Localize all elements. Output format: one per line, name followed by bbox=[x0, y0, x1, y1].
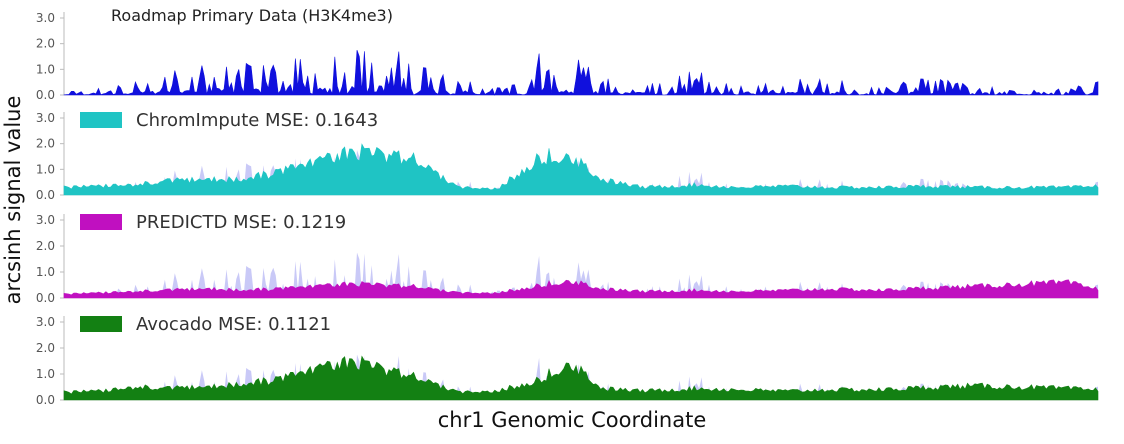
legend-swatch bbox=[80, 112, 122, 128]
legend-label: ChromImpute MSE: 0.1643 bbox=[136, 110, 378, 131]
y-tick-label: 2.0 bbox=[36, 239, 55, 253]
y-tick-label: 1.0 bbox=[36, 62, 55, 76]
y-tick-label: 3.0 bbox=[36, 11, 55, 25]
y-tick-label: 0.0 bbox=[36, 291, 55, 305]
panel-1: 0.0 1.0 2.0 3.0 ChromImpute MSE: 0.1643 bbox=[36, 110, 1099, 202]
legend-swatch bbox=[80, 214, 122, 230]
y-tick-label: 2.0 bbox=[36, 37, 55, 51]
y-tick-label: 3.0 bbox=[36, 315, 55, 329]
y-tick-label: 3.0 bbox=[36, 213, 55, 227]
series-area bbox=[63, 143, 1099, 196]
series-area bbox=[63, 279, 1099, 299]
legend-label: PREDICTD MSE: 0.1219 bbox=[136, 212, 346, 233]
panel-title: Roadmap Primary Data (H3K4me3) bbox=[111, 6, 393, 25]
panel-3: 0.0 1.0 2.0 3.0 Avocado MSE: 0.1121 bbox=[36, 314, 1099, 407]
y-tick-label: 1.0 bbox=[36, 265, 55, 279]
y-tick-label: 0.0 bbox=[36, 393, 55, 407]
panel-0: 0.0 1.0 2.0 3.0 Roadmap Primary Data (H3K4me… bbox=[36, 6, 1099, 102]
y-tick-label: 2.0 bbox=[36, 137, 55, 151]
y-tick-label: 1.0 bbox=[36, 162, 55, 176]
series-area bbox=[63, 355, 1099, 401]
legend-swatch bbox=[80, 316, 122, 332]
y-tick-label: 0.0 bbox=[36, 188, 55, 202]
y-axis-label: arcsinh signal value bbox=[1, 96, 25, 305]
y-tick-label: 0.0 bbox=[36, 88, 55, 102]
y-tick-label: 1.0 bbox=[36, 367, 55, 381]
series-area bbox=[63, 49, 1099, 96]
chart-panels: 0.0 1.0 2.0 3.0 Roadmap Primary Data (H3K4me… bbox=[36, 6, 1099, 407]
y-tick-label: 2.0 bbox=[36, 341, 55, 355]
legend-label: Avocado MSE: 0.1121 bbox=[136, 314, 331, 335]
panel-2: 0.0 1.0 2.0 3.0 PREDICTD MSE: 0.1219 bbox=[36, 212, 1099, 305]
x-axis-label: chr1 Genomic Coordinate bbox=[438, 408, 707, 432]
y-tick-label: 3.0 bbox=[36, 111, 55, 125]
